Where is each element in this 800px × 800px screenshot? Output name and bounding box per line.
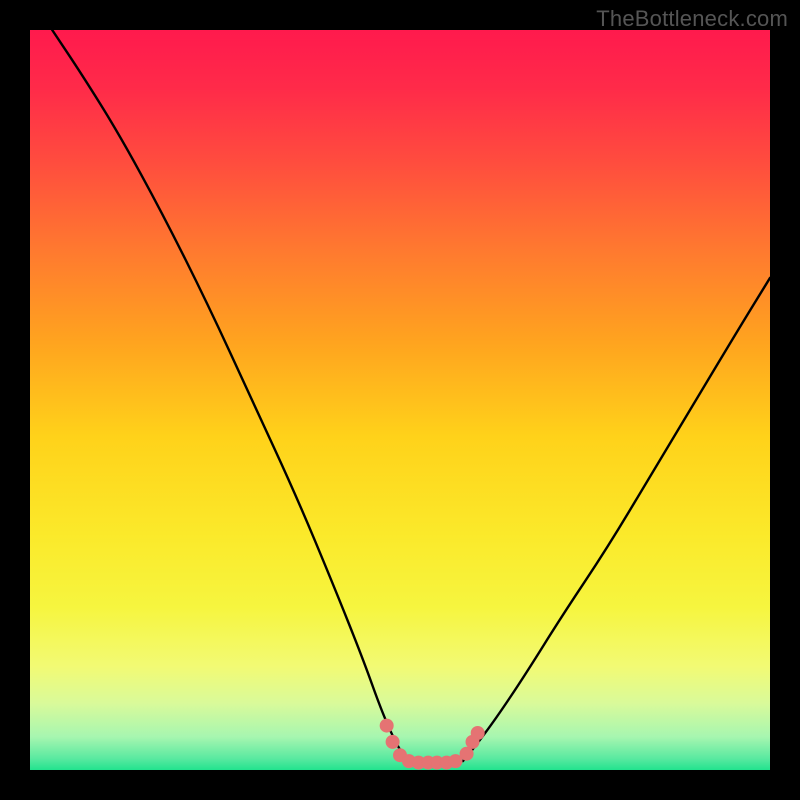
gradient-background — [30, 30, 770, 770]
marker-dot — [380, 719, 393, 732]
bottleneck-chart — [0, 0, 800, 800]
marker-dot — [471, 727, 484, 740]
marker-dot — [460, 747, 473, 760]
marker-dot — [449, 755, 462, 768]
marker-dot — [386, 735, 399, 748]
